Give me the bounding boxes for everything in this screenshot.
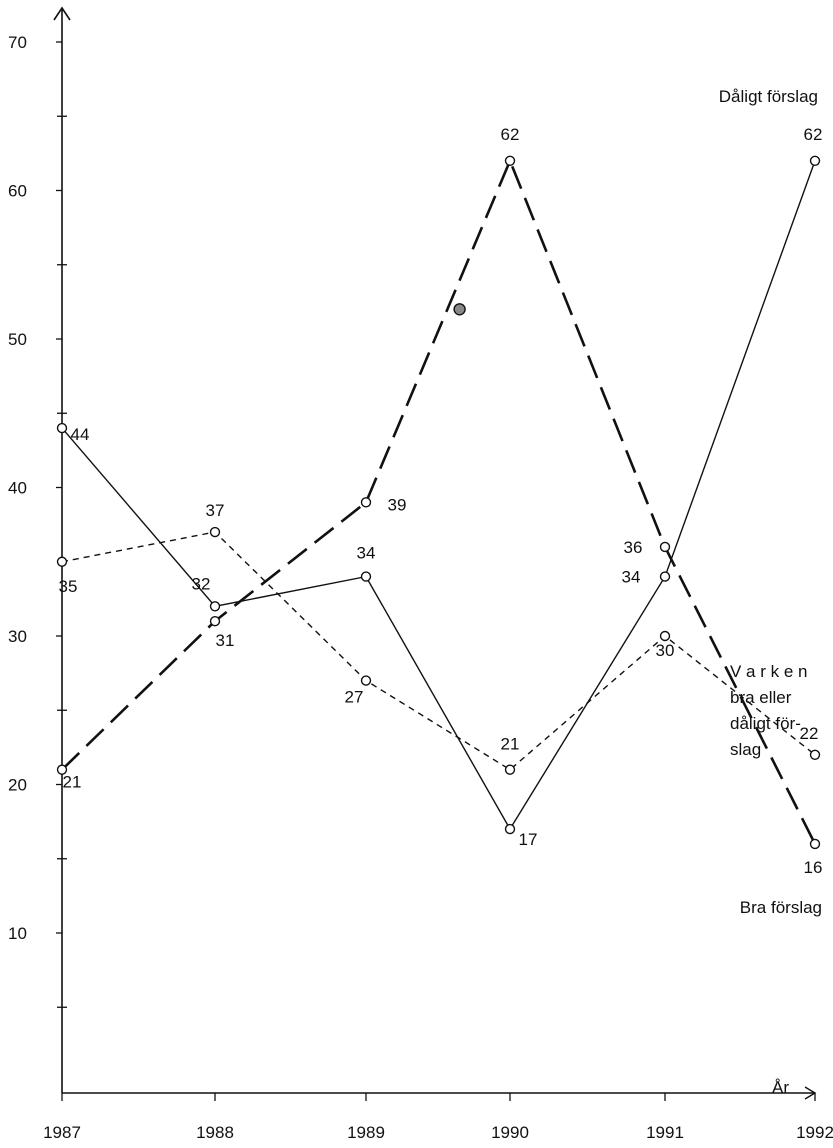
- data-point: [504, 155, 516, 167]
- series-label-bad: Dåligt förslag: [719, 87, 818, 106]
- data-point: [659, 630, 671, 642]
- data-labels: 44 32 34 17 34 62 35 37 27 21 30 22 21 31 39 62 36 16: [59, 125, 823, 877]
- y-tick-label: 40: [8, 479, 27, 498]
- data-label: 39: [388, 495, 407, 514]
- data-point: [453, 303, 466, 316]
- data-label: 16: [804, 858, 823, 877]
- series-labels: Dåligt förslag V a r k e n bra eller dåligt…: [719, 87, 822, 917]
- data-point: [809, 155, 821, 167]
- data-label: 37: [206, 501, 225, 520]
- data-label: 62: [804, 125, 823, 144]
- series-label-neither: bra eller: [730, 688, 792, 707]
- data-label: 27: [345, 688, 364, 707]
- data-label: 34: [622, 568, 641, 587]
- series-line: [61, 157, 817, 845]
- data-point: [360, 497, 372, 508]
- data-points: [56, 155, 821, 850]
- x-tick-label: 1987: [43, 1123, 81, 1142]
- data-point: [56, 556, 68, 567]
- data-label: 30: [656, 641, 675, 660]
- series-line: [61, 160, 816, 831]
- y-tick-label: 30: [8, 627, 27, 646]
- data-point: [360, 675, 372, 686]
- data-label: 22: [800, 724, 819, 743]
- series-line: [61, 531, 816, 771]
- data-point: [56, 764, 68, 775]
- x-tick-label: 1989: [347, 1123, 385, 1142]
- data-label: 44: [71, 425, 90, 444]
- data-label: 17: [519, 830, 538, 849]
- y-axis-ticks: 10 20 30 40 50 60 70: [8, 33, 67, 1008]
- x-tick-label: 1991: [646, 1123, 684, 1142]
- data-point: [209, 526, 221, 538]
- series-label-neither: slag: [730, 740, 761, 759]
- data-point: [504, 823, 516, 835]
- data-label: 34: [357, 544, 376, 563]
- data-label: 31: [216, 631, 235, 650]
- series-label-good: Bra förslag: [740, 898, 822, 917]
- data-point: [504, 764, 516, 775]
- data-label: 36: [624, 538, 643, 557]
- y-tick-label: 60: [8, 182, 27, 201]
- x-axis-ticks: 1987 1988 1989 1990 1991 1992: [43, 1093, 833, 1142]
- y-tick-label: 10: [8, 924, 27, 943]
- x-tick-label: 1988: [196, 1123, 234, 1142]
- series-label-neither: V a r k e n: [730, 662, 807, 681]
- x-tick-label: 1990: [491, 1123, 529, 1142]
- data-label: 21: [501, 735, 520, 754]
- data-point: [209, 615, 221, 627]
- y-tick-label: 70: [8, 33, 27, 52]
- data-point: [809, 838, 821, 850]
- x-axis-title: År: [772, 1078, 789, 1097]
- y-axis-arrow-icon: [53, 6, 71, 21]
- data-point: [809, 749, 821, 760]
- series-lines: [61, 157, 817, 845]
- data-point: [659, 541, 671, 553]
- data-point: [360, 571, 372, 582]
- x-tick-label: 1992: [796, 1123, 833, 1142]
- data-point: [56, 422, 68, 434]
- data-point: [659, 571, 671, 582]
- y-tick-label: 20: [8, 776, 27, 795]
- y-tick-label: 50: [8, 330, 27, 349]
- data-label: 62: [501, 125, 520, 144]
- data-point: [209, 601, 221, 612]
- axes: [53, 6, 817, 1100]
- data-label: 35: [59, 577, 78, 596]
- series-label-neither: dåligt för-: [730, 714, 801, 733]
- data-label: 21: [63, 773, 82, 792]
- data-label: 32: [192, 574, 211, 593]
